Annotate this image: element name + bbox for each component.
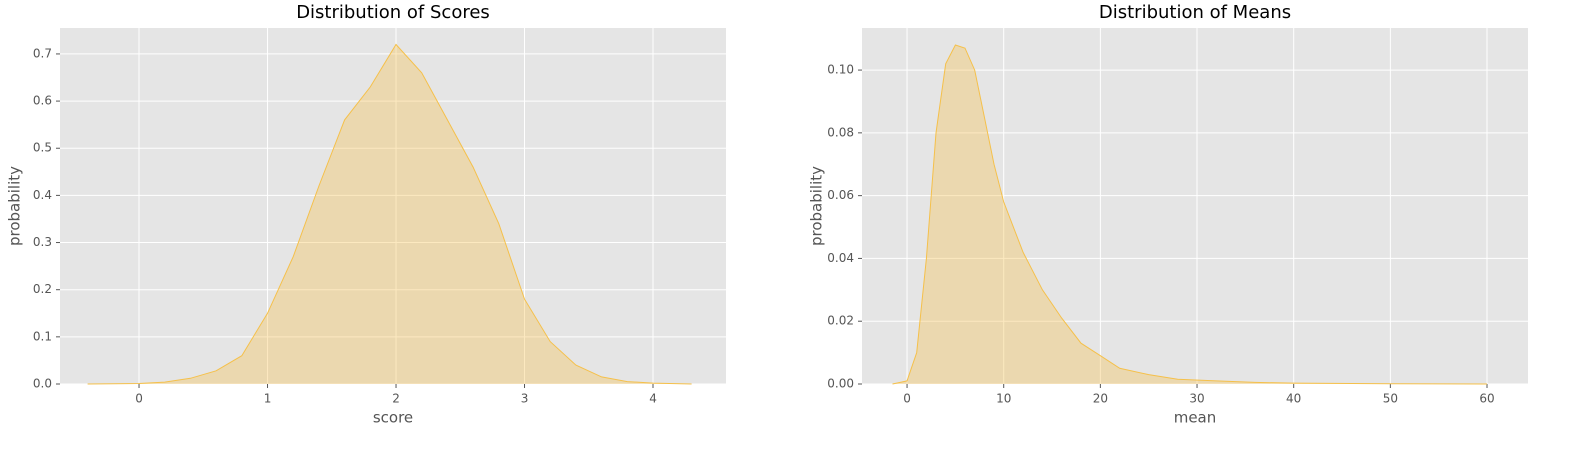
density-line bbox=[87, 43, 692, 385]
x-axis-label: mean bbox=[1174, 409, 1217, 427]
y-tick-label: 0.3 bbox=[33, 235, 52, 249]
x-tick-label: 1 bbox=[264, 392, 272, 406]
y-tick-label: 0.4 bbox=[33, 188, 52, 202]
x-axis-label: score bbox=[373, 409, 413, 427]
y-tick-label: 0.00 bbox=[827, 377, 854, 391]
y-axis-label: probability bbox=[6, 166, 24, 246]
y-tick-label: 0.0 bbox=[33, 377, 52, 391]
y-tick-label: 0.02 bbox=[827, 314, 854, 328]
y-tick-label: 0.6 bbox=[33, 94, 52, 108]
x-tick-label: 2 bbox=[392, 392, 400, 406]
y-tick-label: 0.10 bbox=[827, 63, 854, 77]
plot-area bbox=[862, 28, 1528, 384]
y-tick-label: 0.7 bbox=[33, 46, 52, 60]
x-tick-label: 20 bbox=[1093, 392, 1108, 406]
density-line bbox=[892, 44, 1488, 385]
x-tick-label: 4 bbox=[649, 392, 657, 406]
plot-area bbox=[60, 28, 726, 384]
x-tick-label: 50 bbox=[1383, 392, 1398, 406]
y-tick-label: 0.2 bbox=[33, 282, 52, 296]
x-tick-label: 60 bbox=[1479, 392, 1494, 406]
y-tick-label: 0.5 bbox=[33, 141, 52, 155]
y-axis-label: probability bbox=[808, 166, 826, 246]
x-tick-label: 40 bbox=[1286, 392, 1301, 406]
y-tick-label: 0.06 bbox=[827, 188, 854, 202]
y-tick-label: 0.1 bbox=[33, 329, 52, 343]
y-tick-label: 0.04 bbox=[827, 251, 854, 265]
chart-title: Distribution of Means bbox=[1099, 2, 1291, 23]
x-tick-label: 0 bbox=[903, 392, 911, 406]
x-tick-label: 0 bbox=[135, 392, 143, 406]
x-tick-label: 3 bbox=[521, 392, 529, 406]
chart-title: Distribution of Scores bbox=[296, 2, 490, 23]
x-tick-label: 10 bbox=[996, 392, 1011, 406]
density-area bbox=[87, 44, 692, 384]
x-tick-label: 30 bbox=[1189, 392, 1204, 406]
y-tick-label: 0.08 bbox=[827, 125, 854, 139]
density-area bbox=[892, 45, 1487, 384]
